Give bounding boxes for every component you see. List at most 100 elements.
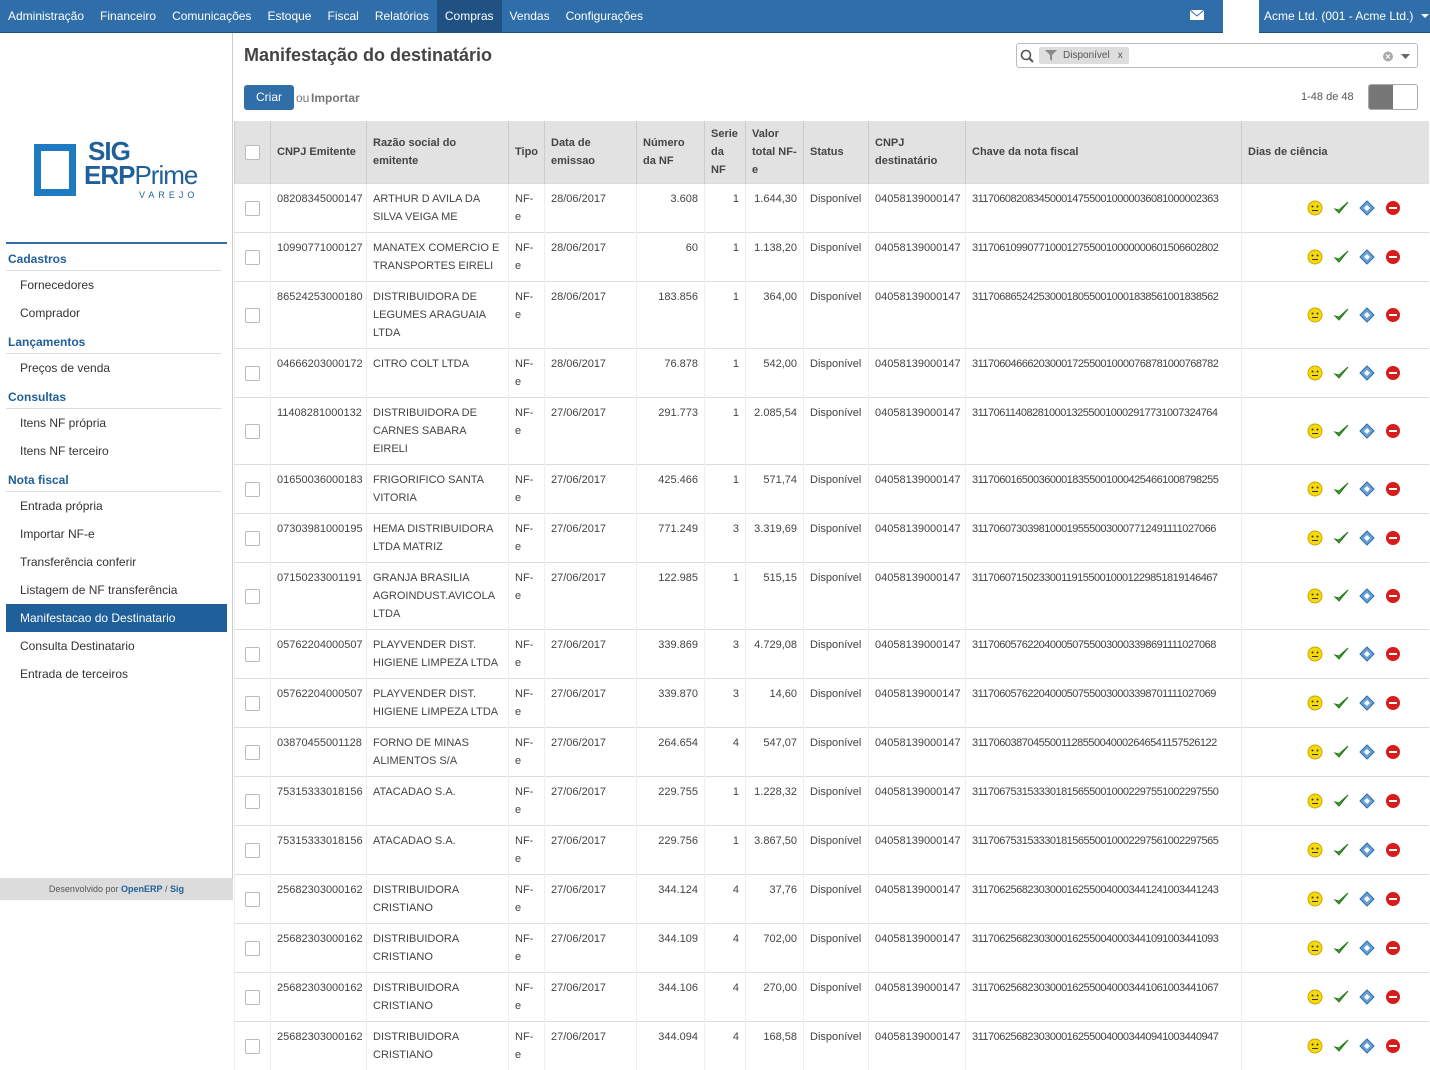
icon-ciencia[interactable] [1307, 249, 1323, 265]
checkbox[interactable] [245, 843, 260, 858]
menu-link[interactable]: Manifestacao do Destinatario [6, 604, 227, 632]
menu-item[interactable]: Relatórios [367, 0, 437, 33]
checkbox[interactable] [245, 201, 260, 216]
company-switcher[interactable]: Acme Ltd. (001 - Acme Ltd.) [1264, 0, 1413, 33]
checkbox[interactable] [245, 424, 260, 439]
icon-nao-realizada[interactable] [1385, 200, 1401, 216]
icon-confirmar[interactable] [1333, 744, 1349, 760]
icon-ciencia[interactable] [1307, 481, 1323, 497]
icon-ciencia[interactable] [1307, 793, 1323, 809]
menu-link[interactable]: Fornecedores [6, 271, 227, 299]
icon-ciencia[interactable] [1307, 200, 1323, 216]
search-controls[interactable] [1383, 51, 1411, 62]
icon-ciencia[interactable] [1307, 423, 1323, 439]
icon-confirmar[interactable] [1333, 940, 1349, 956]
icon-confirmar[interactable] [1333, 530, 1349, 546]
facet-remove[interactable]: x [1118, 50, 1123, 61]
icon-nao-realizada[interactable] [1385, 940, 1401, 956]
checkbox[interactable] [245, 1039, 260, 1054]
checkbox[interactable] [245, 647, 260, 662]
icon-confirmar[interactable] [1333, 891, 1349, 907]
list-view[interactable] [1369, 85, 1393, 109]
icon-desconhecer[interactable] [1359, 1038, 1375, 1054]
icon-nao-realizada[interactable] [1385, 530, 1401, 546]
icon-ciencia[interactable] [1307, 530, 1323, 546]
icon-ciencia[interactable] [1307, 365, 1323, 381]
icon-confirmar[interactable] [1333, 842, 1349, 858]
menu-item[interactable]: Compras [437, 0, 502, 33]
row-select[interactable] [235, 514, 271, 563]
menu-item[interactable]: Administração [0, 0, 92, 33]
menu-link[interactable]: Listagem de NF transferência [6, 576, 227, 604]
icon-confirmar[interactable] [1333, 646, 1349, 662]
icon-nao-realizada[interactable] [1385, 842, 1401, 858]
column-header[interactable]: CNPJ Emitente [271, 121, 367, 184]
icon-confirmar[interactable] [1333, 200, 1349, 216]
icon-nao-realizada[interactable] [1385, 695, 1401, 711]
icon-confirmar[interactable] [1333, 423, 1349, 439]
icon-desconhecer[interactable] [1359, 695, 1375, 711]
icon-desconhecer[interactable] [1359, 842, 1375, 858]
row-select[interactable] [235, 349, 271, 398]
menu-item[interactable]: Comunicações [164, 0, 259, 33]
icon-ciencia[interactable] [1307, 891, 1323, 907]
icon-nao-realizada[interactable] [1385, 891, 1401, 907]
create-button[interactable]: Criar [244, 85, 294, 110]
select-all[interactable] [235, 121, 271, 184]
icon-desconhecer[interactable] [1359, 481, 1375, 497]
icon-nao-realizada[interactable] [1385, 307, 1401, 323]
checkbox[interactable] [245, 696, 260, 711]
icon-ciencia[interactable] [1307, 588, 1323, 604]
import-link[interactable]: Importar [311, 91, 360, 105]
checkbox[interactable] [245, 745, 260, 760]
icon-nao-realizada[interactable] [1385, 249, 1401, 265]
icon-desconhecer[interactable] [1359, 744, 1375, 760]
icon-confirmar[interactable] [1333, 989, 1349, 1005]
column-header[interactable]: Valor total NF-e [746, 121, 804, 184]
row-select[interactable] [235, 1022, 271, 1070]
menu-item[interactable]: Configurações [558, 0, 651, 33]
menu-item[interactable]: Vendas [502, 0, 558, 33]
mail-icon[interactable] [1190, 10, 1204, 20]
icon-desconhecer[interactable] [1359, 200, 1375, 216]
icon-ciencia[interactable] [1307, 1038, 1323, 1054]
footer-link[interactable]: OpenERP [121, 884, 163, 894]
icon-confirmar[interactable] [1333, 695, 1349, 711]
icon-desconhecer[interactable] [1359, 588, 1375, 604]
icon-desconhecer[interactable] [1359, 530, 1375, 546]
icon-nao-realizada[interactable] [1385, 793, 1401, 809]
column-header[interactable]: Chave da nota fiscal [966, 121, 1242, 184]
icon-confirmar[interactable] [1333, 1038, 1349, 1054]
icon-ciencia[interactable] [1307, 744, 1323, 760]
checkbox[interactable] [245, 308, 260, 323]
icon-ciencia[interactable] [1307, 940, 1323, 956]
row-select[interactable] [235, 973, 271, 1022]
icon-ciencia[interactable] [1307, 646, 1323, 662]
icon-desconhecer[interactable] [1359, 940, 1375, 956]
icon-ciencia[interactable] [1307, 989, 1323, 1005]
column-header[interactable]: Tipo [509, 121, 545, 184]
column-header[interactable]: Data de emissao [545, 121, 637, 184]
checkbox[interactable] [245, 589, 260, 604]
checkbox[interactable] [245, 531, 260, 546]
row-select[interactable] [235, 184, 271, 233]
icon-nao-realizada[interactable] [1385, 1038, 1401, 1054]
icon-desconhecer[interactable] [1359, 646, 1375, 662]
row-select[interactable] [235, 563, 271, 630]
icon-nao-realizada[interactable] [1385, 365, 1401, 381]
footer-link[interactable]: Sig [170, 884, 184, 894]
row-select[interactable] [235, 826, 271, 875]
menu-item[interactable]: Financeiro [92, 0, 164, 33]
